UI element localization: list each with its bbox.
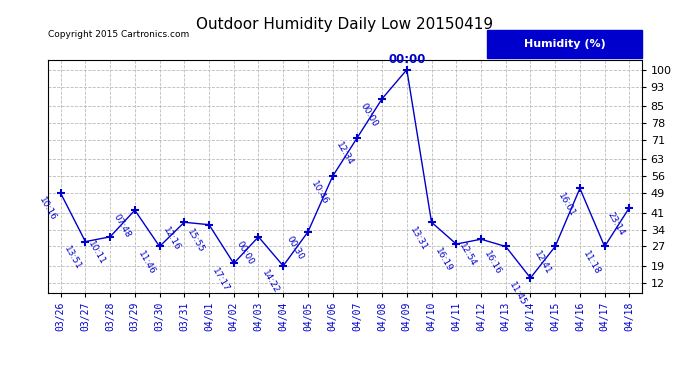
Text: 17:17: 17:17 [210,266,231,293]
Text: 00:30: 00:30 [284,235,305,262]
Text: 11:46: 11:46 [136,249,157,276]
Text: 16:19: 16:19 [433,247,453,274]
Text: 16:16: 16:16 [482,249,503,276]
Text: 12:16: 12:16 [161,225,181,252]
Text: 12:34: 12:34 [334,140,355,167]
Text: 23:14: 23:14 [606,210,627,237]
Text: 10:11: 10:11 [87,240,108,267]
Text: 15:55: 15:55 [186,228,206,254]
Text: 11:18: 11:18 [581,249,602,276]
Text: Copyright 2015 Cartronics.com: Copyright 2015 Cartronics.com [48,30,190,39]
Text: 00:00: 00:00 [235,240,256,267]
Text: Outdoor Humidity Daily Low 20150419: Outdoor Humidity Daily Low 20150419 [197,17,493,32]
Text: Humidity (%): Humidity (%) [524,39,605,49]
Text: 12:54: 12:54 [457,242,478,269]
Text: 10:46: 10:46 [309,179,330,206]
Text: 11:45: 11:45 [507,281,528,308]
FancyBboxPatch shape [487,30,642,58]
Text: 10:16: 10:16 [37,196,58,223]
Text: 13:51: 13:51 [62,244,83,272]
Text: 14:22: 14:22 [260,268,280,295]
Text: 00:00: 00:00 [388,53,426,66]
Text: 13:31: 13:31 [408,225,428,252]
Text: 07:48: 07:48 [111,213,132,240]
Text: 16:01: 16:01 [556,191,577,218]
Text: 00:00: 00:00 [359,102,380,128]
Text: 12:41: 12:41 [532,249,553,276]
